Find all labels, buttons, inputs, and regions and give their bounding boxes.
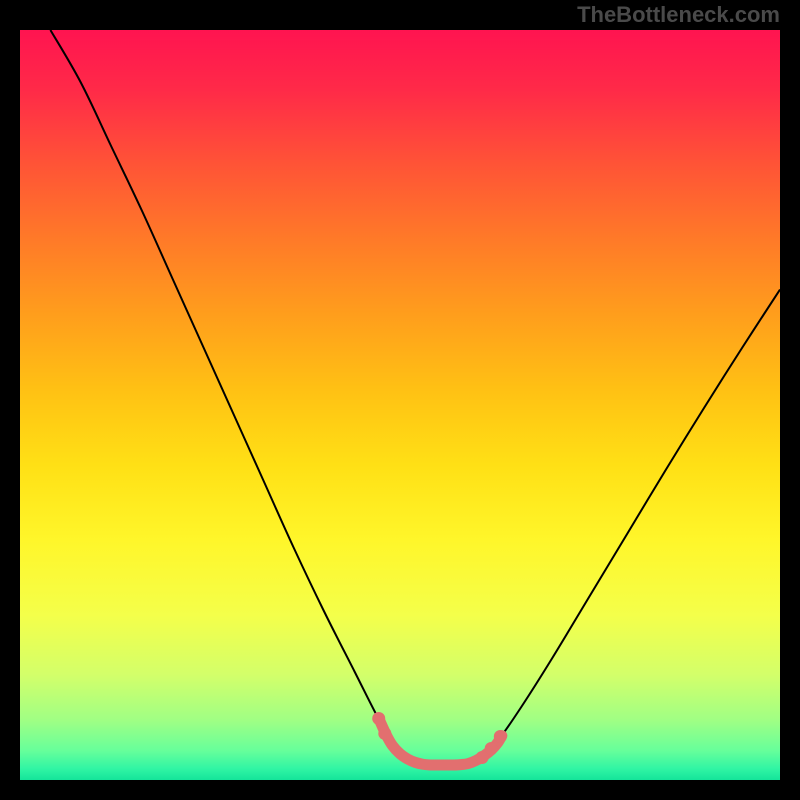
highlight-dot bbox=[378, 727, 391, 740]
highlight-dot bbox=[372, 712, 385, 725]
frame-bottom bbox=[0, 780, 800, 800]
curve-main bbox=[50, 30, 780, 765]
watermark-text: TheBottleneck.com bbox=[577, 2, 780, 28]
highlight-dot bbox=[494, 730, 507, 743]
highlight-dot bbox=[485, 742, 498, 755]
plot-area bbox=[20, 30, 780, 780]
chart-svg bbox=[20, 30, 780, 780]
frame-left bbox=[0, 0, 20, 800]
frame-right bbox=[780, 0, 800, 800]
